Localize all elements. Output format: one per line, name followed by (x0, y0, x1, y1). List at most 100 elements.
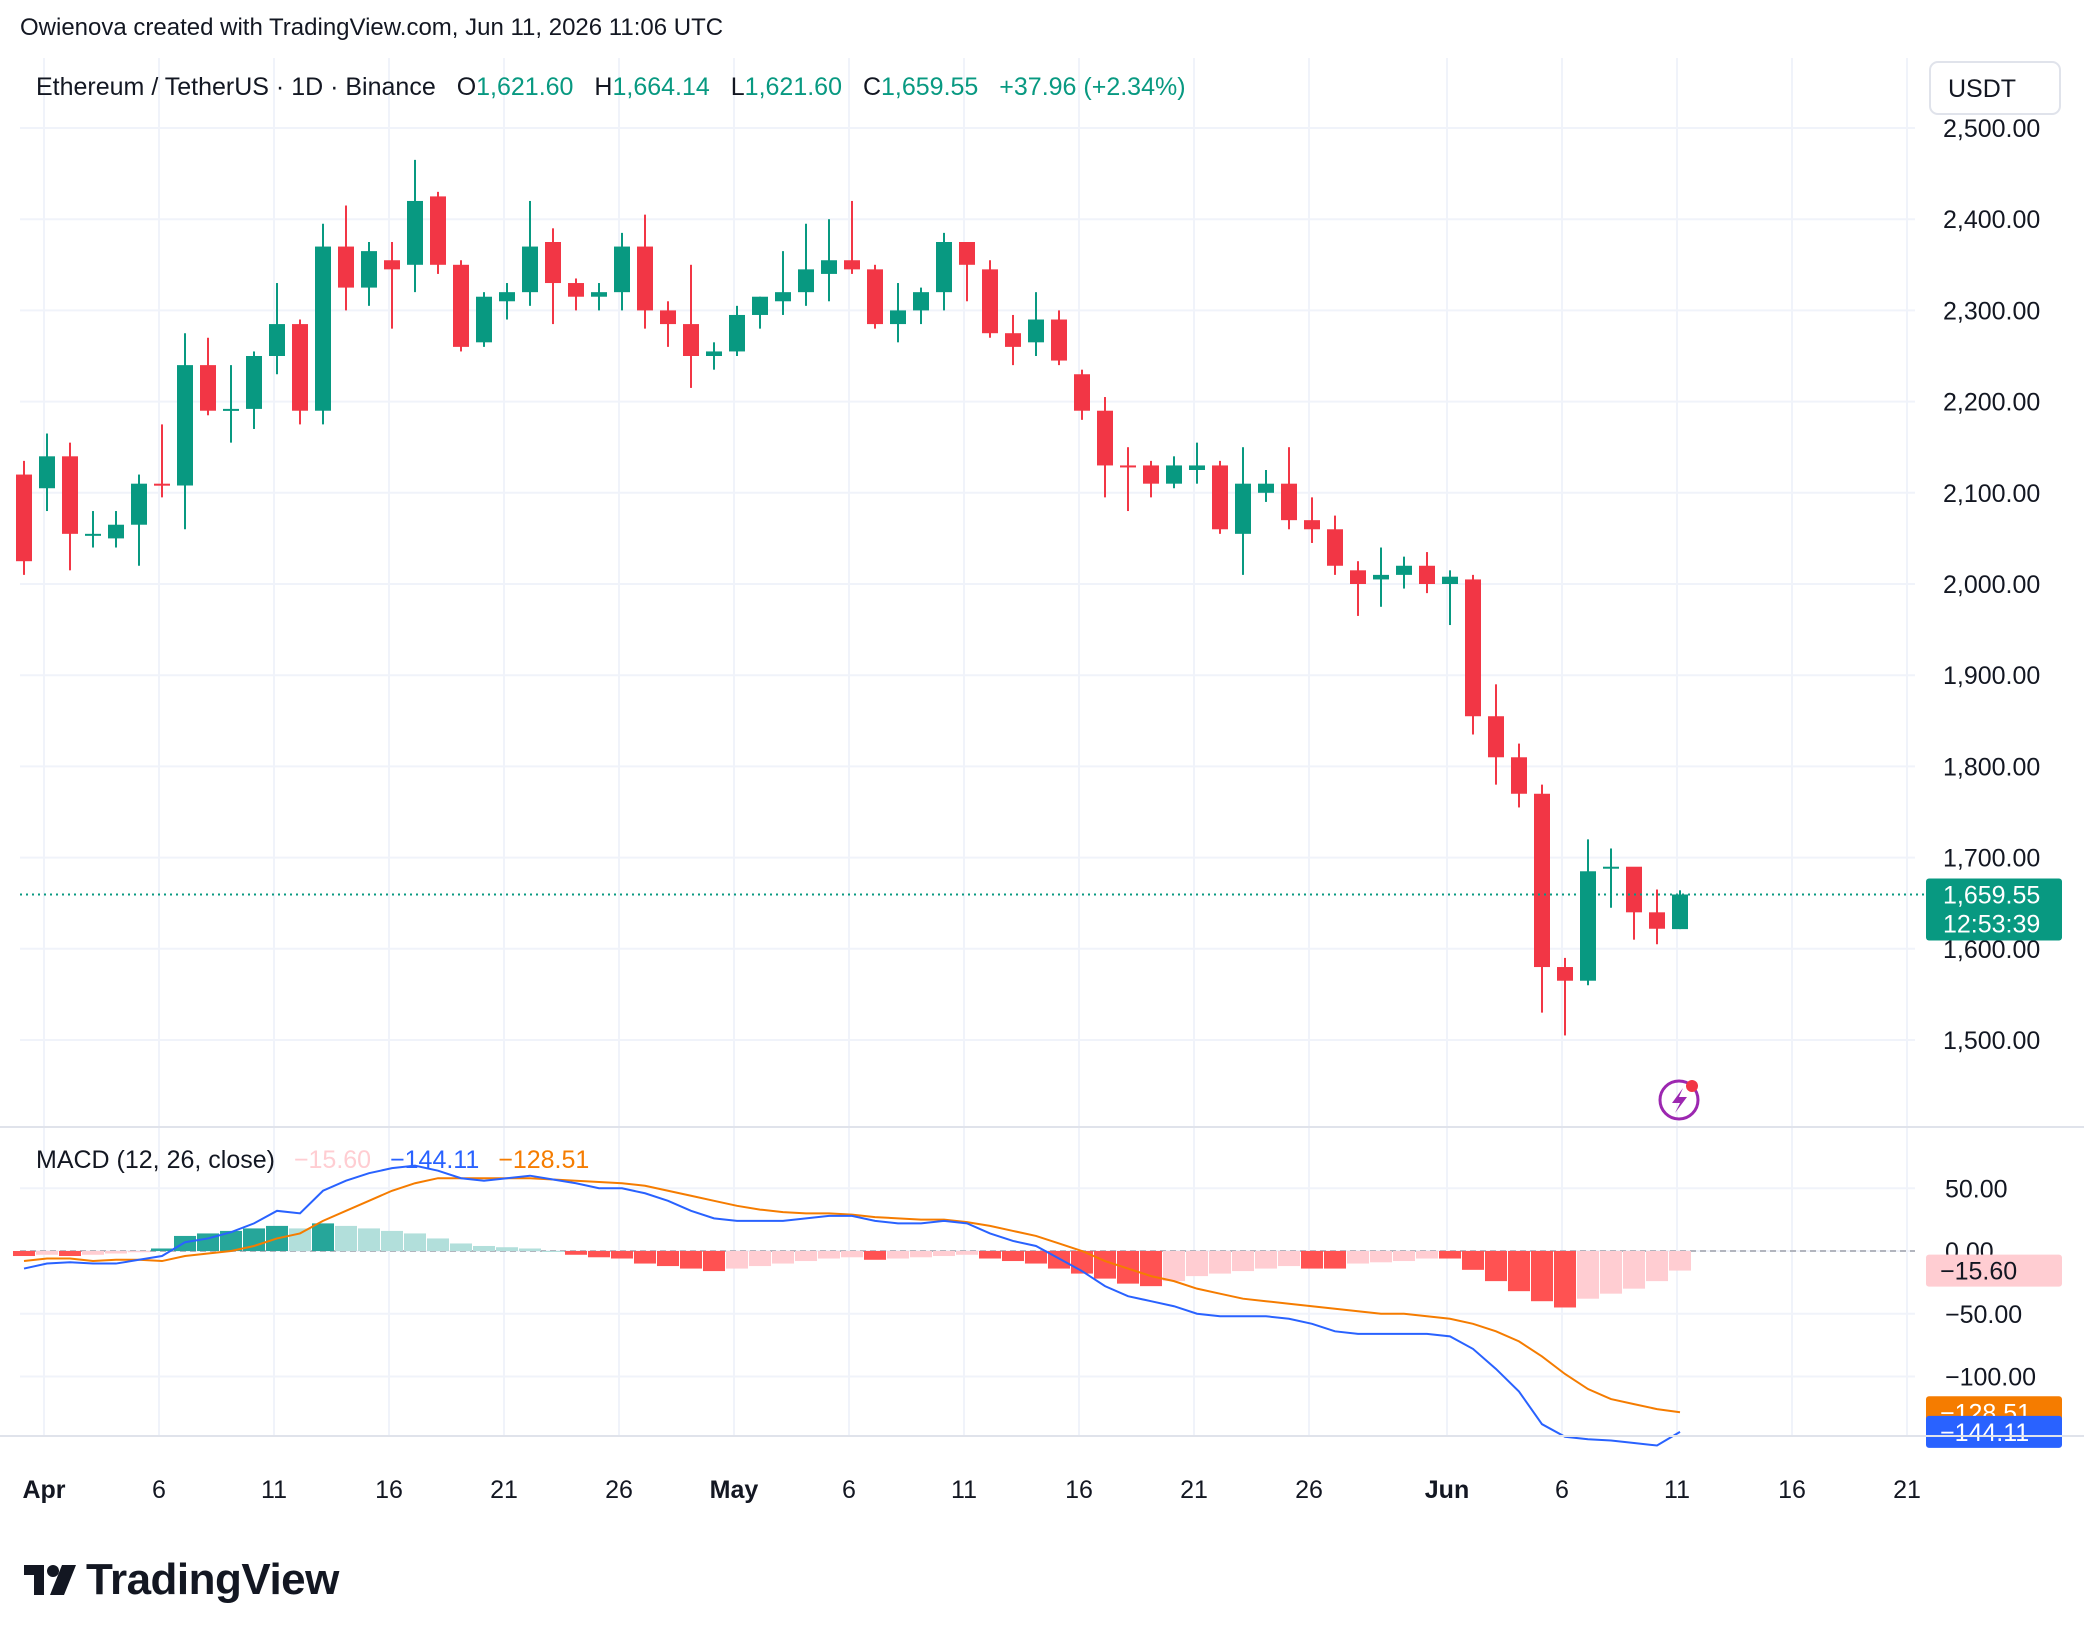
currency-selector[interactable]: USDT (1929, 61, 2061, 115)
macd-signal-line (23, 1177, 1681, 1414)
time-tick-label: 11 (1664, 1476, 1690, 1504)
macd-hist-bar (82, 1251, 104, 1255)
time-tick-label: 6 (152, 1476, 166, 1504)
macd-hist-bar (979, 1251, 1001, 1259)
candle-body (384, 260, 400, 270)
macd-hist-bar (1462, 1251, 1484, 1270)
candle-body (315, 246, 331, 411)
macd-tick-label: −50.00 (1945, 1301, 2022, 1329)
macd-hist-bar (1232, 1251, 1254, 1272)
candle-body (108, 524, 124, 539)
tradingview-logo-text: TradingView (86, 1555, 339, 1604)
macd-hist-bar (450, 1243, 472, 1251)
macd-tick-label: 50.00 (1945, 1175, 2008, 1203)
open-value: 1,621.60 (476, 73, 573, 101)
candle-body (1350, 570, 1366, 584)
price-tick-label: 1,900.00 (1943, 662, 2040, 690)
macd-hist-bar (611, 1251, 633, 1259)
candle-body (936, 242, 952, 293)
price-tick-label: 2,500.00 (1943, 115, 2040, 143)
price-tick-label: 1,800.00 (1943, 753, 2040, 781)
macd-hist-bar (680, 1251, 702, 1269)
candle-body (223, 408, 239, 411)
time-tick-label: 11 (951, 1476, 977, 1504)
macd-hist-bar (841, 1251, 863, 1258)
candle-body (1442, 576, 1458, 584)
macd-hist-bar (1094, 1251, 1116, 1279)
tradingview-logo: TradingView (24, 1555, 339, 1605)
time-tick-label: Jun (1425, 1476, 1469, 1504)
candle-body (1143, 465, 1159, 484)
price-tick-label: 2,400.00 (1943, 206, 2040, 234)
price-tick-label: 2,100.00 (1943, 480, 2040, 508)
candle-body (706, 351, 722, 356)
macd-hist-bar (1163, 1251, 1185, 1282)
candle-body (637, 246, 653, 311)
header-credit: Owienova created with TradingView.com, J… (20, 14, 724, 41)
macd-hist-bar (1117, 1251, 1139, 1284)
lightning-icon[interactable] (1658, 1079, 1700, 1121)
candle-body (85, 533, 101, 536)
macd-signal-value: −128.51 (498, 1146, 589, 1174)
macd-hist-bar (1439, 1251, 1461, 1259)
candle-body (844, 260, 860, 270)
macd-hist-bar (151, 1248, 173, 1251)
candle-body (1005, 333, 1021, 347)
time-tick-label: 6 (842, 1476, 856, 1504)
candle-body (1603, 866, 1619, 869)
time-tick-label: 26 (605, 1476, 633, 1504)
price-axis[interactable]: 2,500.00 2,400.00 2,300.00 2,200.00 2,100.00… (1926, 115, 2062, 1055)
candle-body (499, 292, 515, 302)
candle-body (1097, 410, 1113, 466)
price-tick-label: 2,000.00 (1943, 571, 2040, 599)
close-value: 1,659.55 (881, 73, 978, 101)
macd-hist-bar (427, 1238, 449, 1251)
macd-hist-bar (703, 1251, 725, 1272)
time-tick-label: 21 (1893, 1476, 1921, 1504)
candle-body (1166, 465, 1182, 484)
svg-text:−15.60: −15.60 (1940, 1258, 2017, 1286)
candle-body (913, 292, 929, 311)
candle-body (16, 474, 32, 562)
macd-hist-bar (13, 1251, 35, 1257)
candle-body (1511, 757, 1527, 794)
macd-hist-bar (1623, 1251, 1645, 1289)
macd-hist-bar (1531, 1251, 1553, 1302)
candle-body (453, 264, 469, 347)
candle-body (1396, 565, 1412, 575)
candle-body (660, 310, 676, 325)
macd-hist-bar (726, 1251, 748, 1269)
macd-hist-bar (381, 1230, 403, 1251)
candle-body (982, 269, 998, 334)
time-axis[interactable]: Apr 6 11 16 21 26 May 6 11 16 21 26 Jun 6 11 16 21 (0, 1435, 2084, 1504)
macd-tick-label: −100.00 (1945, 1364, 2036, 1392)
candle-body (1028, 319, 1044, 343)
grid (20, 58, 1915, 1436)
high-value: 1,664.14 (612, 73, 709, 101)
macd-hist-bar (243, 1228, 265, 1251)
macd-hist-bar (542, 1251, 564, 1252)
time-tick-label: 16 (375, 1476, 403, 1504)
candle-body (1373, 574, 1389, 580)
low-value: 1,621.60 (745, 73, 842, 101)
macd-hist-bar (1646, 1251, 1668, 1282)
macd-hist-bar (1301, 1251, 1323, 1269)
macd-hist-bar (1600, 1251, 1622, 1294)
candle-body (959, 242, 975, 265)
price-tick-label: 2,200.00 (1943, 389, 2040, 417)
macd-hist-bar (1669, 1251, 1691, 1271)
candle-body (614, 246, 630, 293)
macd-hist-bar (634, 1251, 656, 1264)
macd-hist-bar (772, 1251, 794, 1264)
macd-hist-bar (404, 1233, 426, 1251)
macd-hist-value: −15.60 (294, 1146, 371, 1174)
macd-hist-bar (335, 1225, 357, 1251)
time-tick-label: May (710, 1476, 759, 1504)
open-label: O (457, 73, 476, 101)
tradingview-logo-icon (24, 1565, 76, 1595)
macd-hist-bar (59, 1251, 81, 1257)
candle-body (131, 483, 147, 525)
macd-hist-bar (565, 1251, 587, 1255)
